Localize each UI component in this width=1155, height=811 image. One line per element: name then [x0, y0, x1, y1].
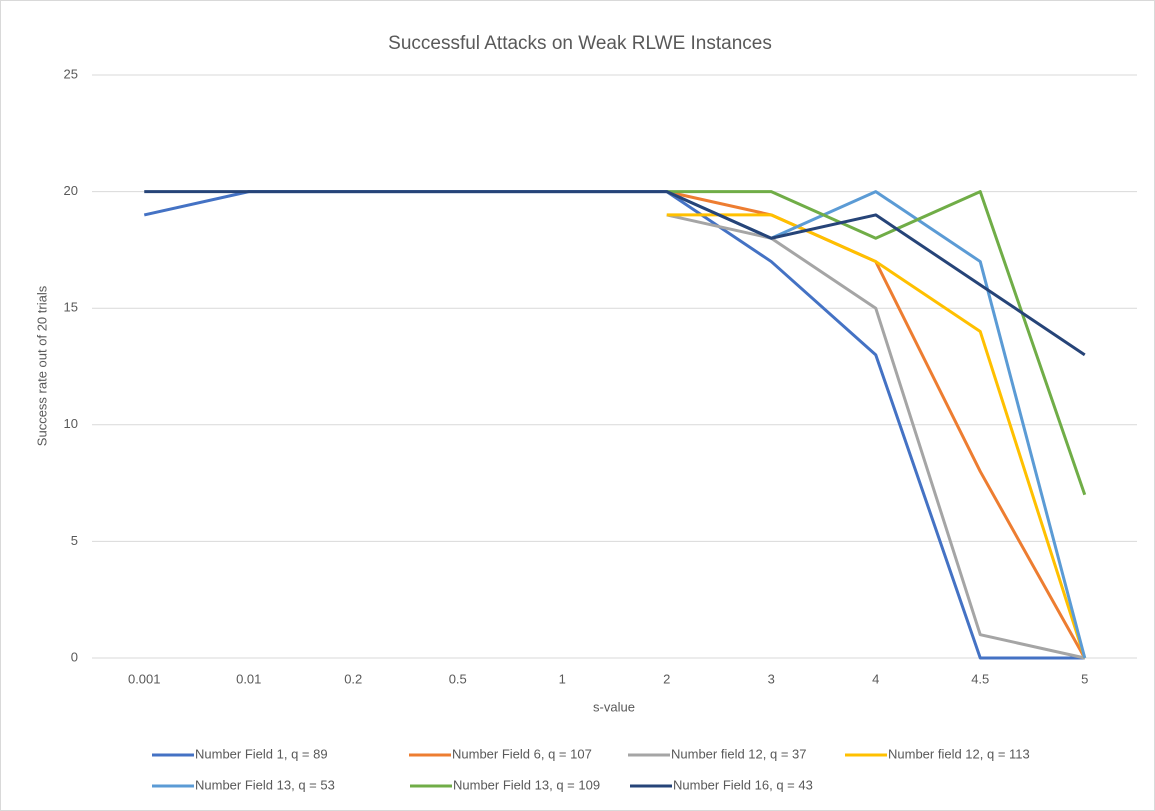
x-tick-label: 2	[663, 671, 670, 686]
y-axis-label: Success rate out of 20 trials	[34, 285, 49, 446]
legend-label: Number field 12, q = 113	[888, 746, 1030, 761]
x-tick-label: 0.2	[344, 671, 362, 686]
x-tick-label: 0.01	[236, 671, 261, 686]
x-axis-label: s-value	[593, 699, 635, 714]
series-line	[144, 190, 1086, 357]
legend-label: Number Field 16, q = 43	[673, 777, 813, 792]
y-tick-label: 0	[71, 649, 78, 664]
legend-label: Number field 12, q = 37	[671, 746, 807, 761]
y-tick-label: 15	[64, 300, 78, 315]
legend-label: Number Field 6, q = 107	[452, 746, 592, 761]
y-tick-label: 10	[64, 416, 78, 431]
x-tick-label: 1	[559, 671, 566, 686]
x-tick-label: 0.5	[449, 671, 467, 686]
x-tick-label: 5	[1081, 671, 1088, 686]
y-tick-label: 25	[64, 66, 78, 81]
y-tick-label: 20	[64, 183, 78, 198]
y-tick-label: 5	[71, 533, 78, 548]
x-tick-label: 3	[768, 671, 775, 686]
legend-label: Number Field 13, q = 109	[453, 777, 600, 792]
series-line	[666, 213, 1087, 659]
x-tick-label: 4	[872, 671, 879, 686]
chart-title: Successful Attacks on Weak RLWE Instance…	[388, 33, 772, 54]
x-tick-label: 0.001	[128, 671, 161, 686]
series-line	[666, 213, 1086, 660]
series-line	[666, 190, 1087, 496]
x-tick-label: 4.5	[971, 671, 989, 686]
legend-label: Number Field 1, q = 89	[195, 746, 328, 761]
legend-label: Number Field 13, q = 53	[195, 777, 335, 792]
